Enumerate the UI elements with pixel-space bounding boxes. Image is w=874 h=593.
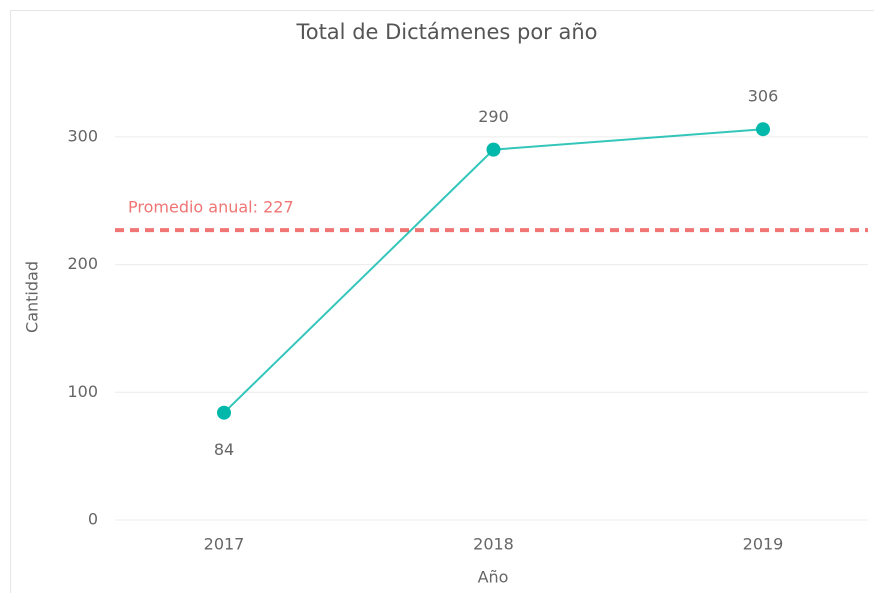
y-tick-label: 0 (88, 510, 98, 529)
data-label: 84 (214, 440, 234, 459)
y-tick-label: 300 (67, 126, 98, 145)
y-tick-label: 200 (67, 254, 98, 273)
data-label: 290 (478, 107, 509, 126)
x-tick-label: 2019 (743, 535, 784, 554)
series-line (223, 128, 764, 414)
x-axis-title: Año (478, 568, 509, 587)
y-axis-title: Cantidad (23, 261, 42, 333)
data-label: 306 (748, 87, 779, 106)
chart-title: Total de Dictámenes por año (295, 20, 597, 44)
reference-label: Promedio anual: 227 (128, 198, 294, 217)
data-point (217, 405, 231, 420)
data-point (486, 142, 501, 157)
frame (10, 10, 874, 593)
y-tick-label: 100 (67, 382, 98, 401)
x-tick-label: 2017 (204, 535, 245, 554)
data-point (756, 122, 770, 137)
x-tick-label: 2018 (473, 535, 514, 554)
